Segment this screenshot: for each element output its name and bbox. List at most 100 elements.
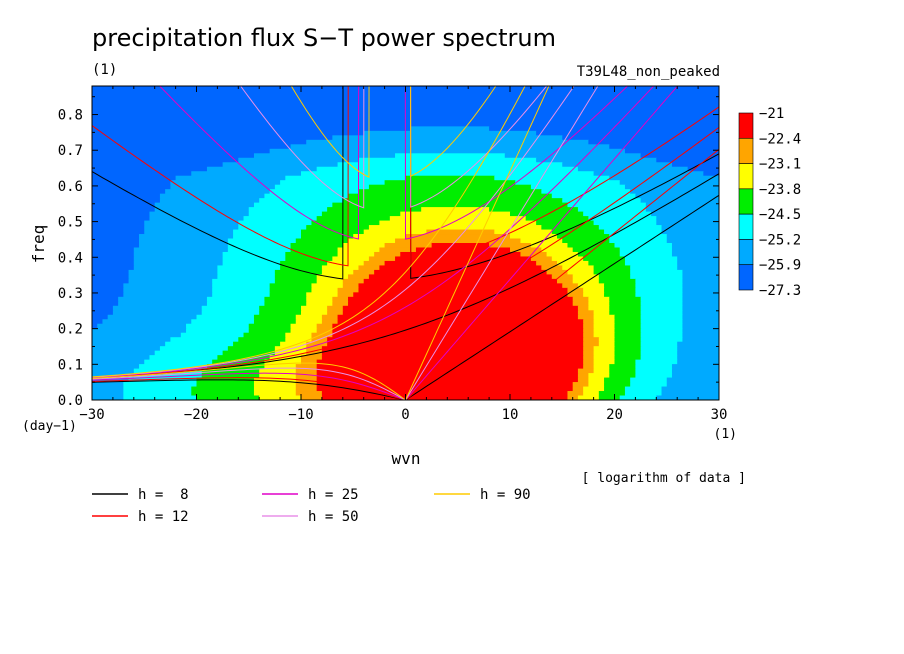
heatmap-cell (640, 355, 678, 361)
heatmap-cell (311, 332, 333, 338)
heatmap-cell (154, 202, 255, 208)
heatmap-cell (593, 171, 704, 177)
heatmap-cell (280, 180, 386, 186)
heatmap-cell (640, 319, 684, 325)
heatmap-cell (165, 189, 271, 195)
heatmap-cell (609, 175, 719, 181)
x-tick-label: −20 (184, 407, 209, 423)
heatmap-cell (306, 346, 323, 352)
heatmap-cell (604, 377, 631, 383)
colorbar-swatch (738, 264, 754, 291)
heatmap-cell (301, 355, 323, 361)
heatmap-cell (593, 265, 631, 271)
heatmap-cell (635, 193, 719, 199)
heatmap-cell (301, 229, 365, 235)
heatmap-cell (604, 283, 636, 289)
heatmap-cell (301, 395, 323, 400)
y-tick-label: 0.0 (58, 393, 83, 409)
heatmap-cell (92, 198, 161, 204)
heatmap-cell (327, 310, 344, 316)
colorbar: −21 −22.4 −23.1 −23.8 −24.5 −25.2 −25.9 −27.3 (738, 106, 801, 299)
heatmap-cell (196, 395, 260, 400)
heatmap-cell (295, 391, 323, 397)
inertia-gravity-curve (158, 86, 629, 240)
heatmap-cell (92, 287, 124, 293)
heatmap-cell (593, 323, 616, 329)
heatmap-cell (583, 337, 600, 343)
heatmap-cell (405, 175, 495, 181)
heatmap-cell (337, 251, 375, 258)
heatmap-cell (337, 247, 380, 253)
heatmap-cell (682, 328, 719, 334)
colorbar-swatch (738, 137, 754, 164)
heatmap-cell (233, 234, 302, 240)
y-tick-label: 0.3 (58, 286, 83, 302)
heatmap-cell (92, 207, 156, 213)
y-tick-label: 0.5 (58, 215, 83, 231)
heatmap-cell (191, 171, 302, 177)
heatmap-cell (123, 391, 192, 397)
heatmap-cell (201, 310, 260, 316)
heatmap-cell (92, 314, 109, 320)
heatmap-cell (525, 216, 589, 222)
heatmap-cell (123, 283, 213, 289)
heatmap-cell (159, 193, 266, 199)
heatmap-cell (227, 346, 276, 352)
heatmap-cell (536, 220, 595, 226)
heatmap-cell (248, 207, 328, 213)
y-tick-label: 0.2 (58, 322, 83, 338)
heatmap-cell (640, 310, 684, 316)
legend-label: h = 8 (138, 487, 189, 503)
y-tick-label: 0.1 (58, 357, 83, 373)
x-tick-label: 10 (502, 407, 519, 423)
heatmap-cell (212, 283, 271, 289)
heatmap-cell (645, 202, 719, 208)
heatmap-cell (290, 144, 610, 150)
colorbar-label: −23.1 (759, 157, 801, 173)
mixed-rossby-gravity-curve (92, 126, 719, 379)
heatmap-cell (666, 234, 719, 240)
heatmap-cell (598, 337, 616, 343)
heatmap-cell (92, 256, 135, 262)
heatmap-cell (572, 274, 600, 280)
heatmap-cell (588, 377, 605, 383)
heatmap-cell (248, 211, 323, 217)
rossby-wave-curve (92, 367, 406, 400)
heatmap-cell (640, 305, 684, 311)
heatmap-cell (624, 256, 678, 262)
heatmap-cell (290, 243, 344, 249)
heatmap-cell (139, 243, 229, 249)
heatmap-cell (562, 265, 595, 271)
heatmap-cell (494, 229, 553, 235)
heatmap-cell (92, 296, 119, 302)
heatmap-cell (139, 238, 229, 244)
heatmap-cell (682, 283, 719, 289)
heatmap-cell (269, 287, 313, 293)
heatmap-cell (274, 269, 323, 275)
heatmap-cell (316, 377, 579, 383)
heatmap-cell (264, 301, 307, 307)
heatmap-cell (557, 234, 610, 240)
y-axis-label: freq (29, 225, 48, 264)
kelvin-wave-curve (405, 148, 719, 400)
heatmap-cell (348, 296, 574, 302)
heatmap-cell (112, 310, 203, 316)
heatmap-cell (92, 260, 135, 267)
heatmap-cell (280, 265, 323, 271)
heatmap-cell (92, 225, 145, 231)
heatmap-cell (635, 292, 684, 298)
heatmap-cell (222, 350, 276, 356)
kelvin-wave-curve (405, 86, 679, 400)
heatmap-cell (92, 153, 255, 159)
colorbar-swatch (738, 112, 754, 139)
heatmap-cell (588, 216, 657, 222)
heatmap-cell (123, 395, 198, 400)
heatmap-cell (379, 265, 542, 271)
heatmap-cell (92, 216, 151, 222)
heatmap-cell (170, 184, 276, 190)
heatmap-cell (295, 319, 323, 325)
heatmap-cell (133, 373, 203, 379)
chart-title: precipitation flux S−T power spectrum (92, 24, 556, 52)
heatmap-cell (342, 283, 360, 289)
heatmap-cell (280, 260, 328, 267)
